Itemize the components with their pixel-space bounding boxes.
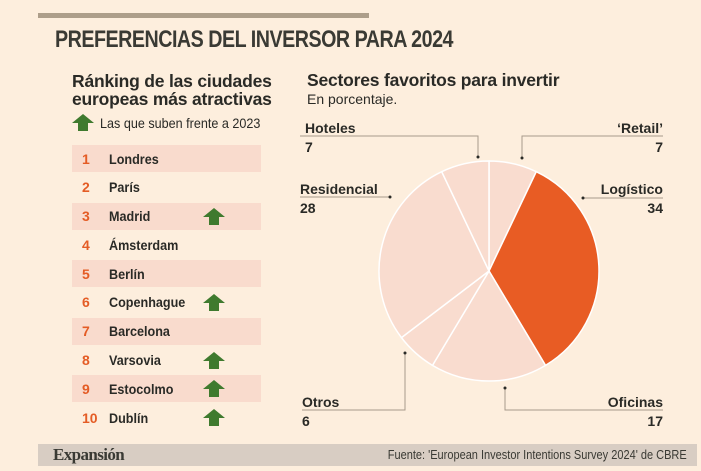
rank-number: 8	[82, 352, 90, 369]
leader-dot	[581, 196, 585, 200]
ranking-row: 9 Estocolmo	[72, 375, 261, 403]
rank-number: 3	[82, 208, 90, 225]
city-name: Ámsterdam	[109, 236, 179, 253]
pie-slice-logístico	[488, 170, 600, 367]
leader-dot	[503, 386, 507, 390]
city-name: Berlín	[109, 265, 145, 282]
ranking-row: 4 Ámsterdam	[72, 231, 261, 258]
slice-label: Logístico	[601, 181, 663, 197]
chart-title: Sectores favoritos para invertir	[307, 70, 560, 90]
ranking-title-line1: Ránking de las ciudades	[72, 71, 272, 91]
city-name: Varsovia	[109, 352, 161, 369]
leader-line	[300, 135, 479, 157]
slice-label: Residencial	[300, 181, 378, 197]
ranking-row: 5 Berlín	[72, 260, 261, 288]
pie-slice-hoteles	[440, 160, 490, 272]
slice-label: Otros	[302, 394, 340, 410]
rank-number: 6	[82, 294, 90, 311]
ranking-row: 3 Madrid	[72, 202, 261, 230]
leader-dot	[520, 156, 524, 160]
city-name: Dublín	[109, 409, 149, 426]
leader-dot	[388, 195, 392, 199]
legend-label: Las que suben frente a 2023	[100, 114, 261, 131]
pie-slice-residencial	[378, 170, 490, 339]
source-note: Fuente: 'European Investor Intentions Su…	[388, 448, 687, 462]
city-name: Madrid	[109, 208, 151, 225]
rank-number: 10	[82, 409, 98, 426]
rank-number: 1	[82, 150, 90, 167]
page-title: PREFERENCIAS DEL INVERSOR PARA 2024	[55, 26, 453, 53]
city-name: Estocolmo	[109, 380, 174, 397]
ranking-row: 2 París	[72, 174, 261, 201]
city-name: Londres	[109, 150, 159, 167]
ranking-list: 1 Londres 2 París 3 Madrid 4 Ámsterdam 5 Berlín 6 C…	[72, 145, 261, 433]
up-arrow-icon	[203, 207, 225, 225]
footer-bar: Expansión Fuente: 'European Investor Int…	[38, 444, 697, 466]
slice-value: 7	[655, 139, 663, 155]
chart-subtitle: En porcentaje.	[307, 91, 398, 107]
slice-label: Oficinas	[608, 394, 663, 410]
city-name: París	[109, 179, 140, 196]
rank-number: 2	[82, 179, 90, 196]
up-arrow-icon	[203, 380, 225, 398]
up-arrow-icon	[203, 351, 225, 369]
leader-dot	[476, 155, 480, 159]
leader-dot	[403, 351, 407, 355]
slice-value: 17	[647, 413, 663, 429]
ranking-legend: Las que suben frente a 2023	[72, 114, 278, 131]
city-name: Barcelona	[109, 323, 170, 340]
slice-value: 7	[305, 139, 313, 155]
leader-line	[504, 388, 663, 411]
rank-number: 7	[82, 323, 90, 340]
ranking-title-line2: europeas más atractivas	[72, 89, 272, 109]
ranking-row: 6 Copenhague	[72, 289, 261, 316]
top-rule	[38, 13, 369, 18]
slice-value: 28	[300, 200, 316, 216]
slice-value: 34	[647, 200, 663, 216]
brand-logo: Expansión	[53, 445, 125, 464]
up-arrow-icon	[203, 409, 225, 427]
ranking-title: Ránking de las ciudades europeas más atr…	[72, 72, 272, 108]
leader-line	[521, 135, 663, 158]
up-arrow-icon	[72, 114, 94, 131]
rank-number: 5	[82, 265, 90, 282]
ranking-row: 1 Londres	[72, 145, 261, 172]
ranking-row: 8 Varsovia	[72, 347, 261, 374]
rank-number: 9	[82, 380, 90, 397]
leader-line	[302, 353, 406, 411]
up-arrow-icon	[203, 293, 225, 311]
rank-number: 4	[82, 236, 90, 253]
slice-label: ‘Retail’	[617, 120, 663, 136]
pie-slice-oficinas	[431, 269, 547, 382]
city-name: Copenhague	[109, 294, 186, 311]
ranking-row: 7 Barcelona	[72, 317, 261, 345]
ranking-row: 10 Dublín	[72, 404, 261, 431]
slice-label: Hoteles	[305, 120, 356, 136]
slice-value: 6	[302, 413, 310, 429]
